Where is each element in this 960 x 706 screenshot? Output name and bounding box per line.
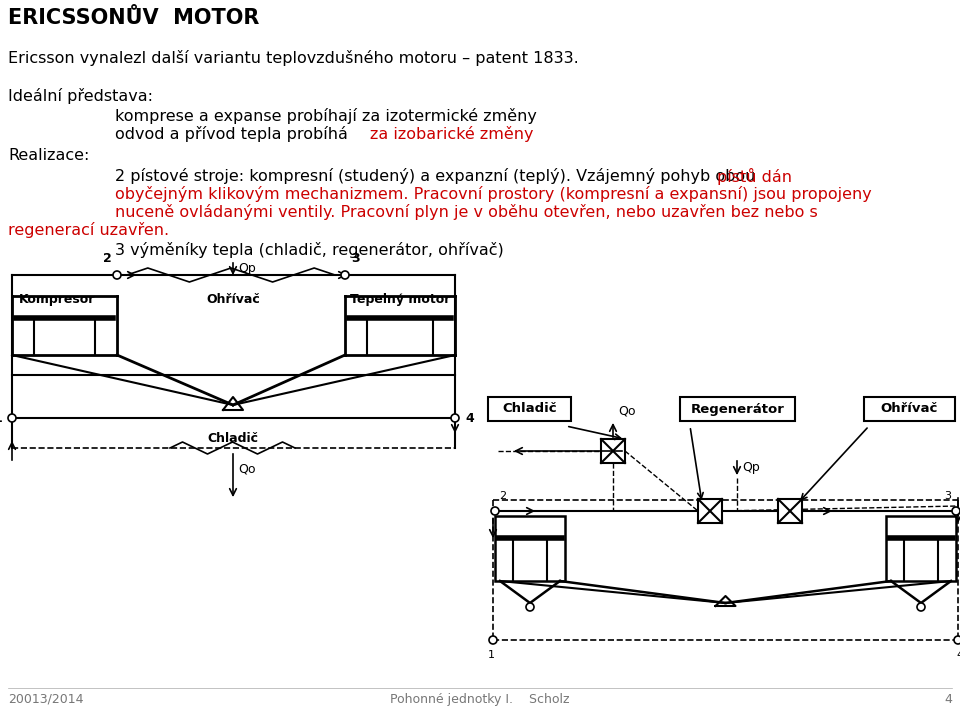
- Bar: [495, 516, 565, 581]
- Text: obyčejným klikovým mechanizmem. Pracovní prostory (kompresní a expansní) jsou pr: obyčejným klikovým mechanizmem. Pracovní…: [115, 186, 872, 202]
- Text: 2: 2: [103, 252, 111, 265]
- Bar: [864, 397, 955, 421]
- Text: Regenerátor: Regenerátor: [690, 402, 784, 416]
- Text: 1: 1: [0, 412, 2, 424]
- Text: Ohřívač: Ohřívač: [206, 293, 260, 306]
- Bar: [680, 397, 795, 421]
- Bar: [488, 397, 571, 421]
- Text: 3: 3: [350, 252, 359, 265]
- Text: Ideální představa:: Ideální představa:: [8, 88, 153, 104]
- Bar: [698, 499, 722, 523]
- Text: 3 výměníky tepla (chladič, regenerátor, ohřívač): 3 výměníky tepla (chladič, regenerátor, …: [115, 242, 504, 258]
- Text: Qp: Qp: [238, 262, 255, 275]
- Bar: [601, 439, 625, 463]
- Bar: [778, 499, 802, 523]
- Text: 3: 3: [945, 491, 951, 501]
- Text: Chladič: Chladič: [502, 402, 557, 416]
- Circle shape: [489, 636, 497, 644]
- Text: 1: 1: [488, 650, 494, 660]
- Circle shape: [954, 636, 960, 644]
- Text: pístů dán: pístů dán: [717, 168, 792, 185]
- Text: 2: 2: [499, 491, 507, 501]
- Bar: [886, 516, 956, 581]
- Text: ERICSSONŮV  MOTOR: ERICSSONŮV MOTOR: [8, 8, 259, 28]
- Text: odvod a přívod tepla probíhá: odvod a přívod tepla probíhá: [115, 126, 353, 142]
- Circle shape: [113, 271, 121, 279]
- Text: nuceně ovládanými ventily. Pracovní plyn je v oběhu otevřen, nebo uzavřen bez ne: nuceně ovládanými ventily. Pracovní plyn…: [115, 204, 818, 220]
- Circle shape: [917, 603, 925, 611]
- Text: Chladič: Chladič: [207, 432, 258, 445]
- Text: komprese a expanse probíhají za izotermické změny: komprese a expanse probíhají za izotermi…: [115, 108, 537, 124]
- Text: regenerací uzavřen.: regenerací uzavřen.: [8, 222, 169, 238]
- Text: Ohřívač: Ohřívač: [881, 402, 938, 416]
- Circle shape: [341, 271, 349, 279]
- Text: Pohonné jednotky I.    Scholz: Pohonné jednotky I. Scholz: [391, 693, 569, 706]
- Text: Qo: Qo: [618, 405, 636, 417]
- Text: Tepelný motor: Tepelný motor: [349, 293, 450, 306]
- Text: 4: 4: [956, 650, 960, 660]
- Text: 4: 4: [465, 412, 473, 424]
- Text: 2 pístové stroje: kompresní (studený) a expanzní (teplý). Vzájemný pohyb obou: 2 pístové stroje: kompresní (studený) a …: [115, 168, 760, 184]
- Text: Qp: Qp: [742, 460, 759, 474]
- Text: za izobarické změny: za izobarické změny: [370, 126, 534, 142]
- Text: Realizace:: Realizace:: [8, 148, 89, 163]
- Circle shape: [8, 414, 16, 422]
- Text: Kompresor: Kompresor: [19, 293, 95, 306]
- Text: Ericsson vynalezl další variantu teplovzdušného motoru – patent 1833.: Ericsson vynalezl další variantu teplovz…: [8, 50, 579, 66]
- Circle shape: [526, 603, 534, 611]
- Text: 4: 4: [944, 693, 952, 706]
- Circle shape: [952, 507, 960, 515]
- Circle shape: [451, 414, 459, 422]
- Text: Qo: Qo: [238, 463, 255, 476]
- Text: 20013/2014: 20013/2014: [8, 693, 84, 706]
- Circle shape: [491, 507, 499, 515]
